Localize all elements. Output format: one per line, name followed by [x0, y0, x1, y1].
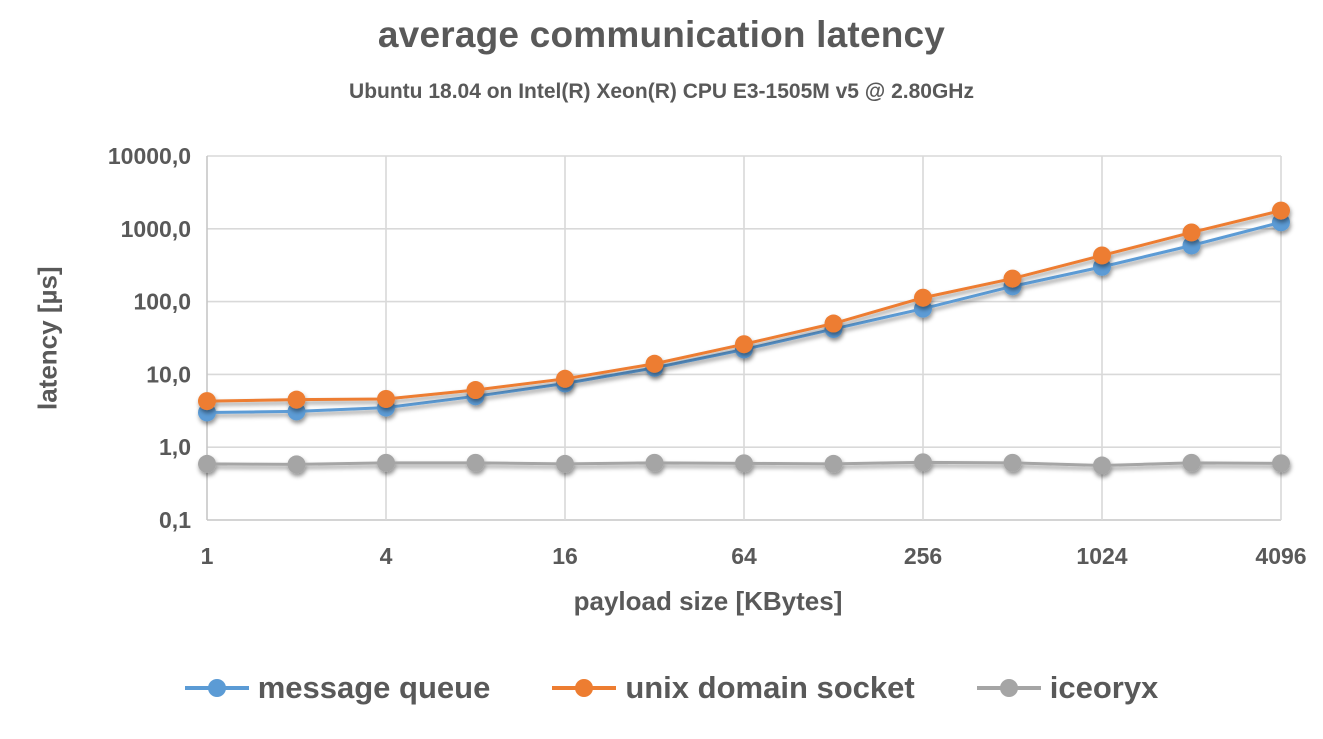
data-point-marker	[556, 454, 574, 473]
legend-label-unix-domain-socket: unix domain socket	[625, 670, 915, 705]
x-tick-label: 1024	[1076, 543, 1127, 569]
data-point-marker	[1182, 236, 1201, 255]
data-point-marker	[914, 453, 932, 472]
data-point-marker	[377, 453, 395, 472]
y-tick-label: 1,0	[159, 434, 191, 460]
data-point-marker	[645, 354, 664, 373]
data-point-marker	[466, 381, 485, 400]
data-point-marker	[377, 389, 395, 408]
x-tick-label: 4	[380, 543, 393, 569]
data-point-marker	[735, 335, 753, 354]
x-tick-label: 256	[904, 543, 942, 569]
x-tick-label: 16	[552, 543, 578, 569]
data-point-marker	[914, 288, 932, 307]
data-point-marker	[1003, 453, 1022, 472]
legend-item-message-queue: message queue	[184, 670, 491, 706]
chart-title: average communication latency	[377, 14, 946, 55]
data-point-marker	[824, 314, 843, 333]
y-tick-label: 10,0	[146, 361, 191, 387]
data-point-marker	[287, 455, 306, 474]
data-point-marker	[466, 453, 485, 472]
data-point-marker	[198, 454, 216, 473]
legend-marker-dot	[575, 679, 594, 697]
data-point-marker	[1272, 454, 1290, 473]
legend-label-message-queue: message queue	[257, 670, 491, 705]
x-tick-label: 4096	[1255, 543, 1306, 569]
data-point-marker	[735, 454, 753, 473]
legend-marker-dot	[999, 679, 1018, 697]
legend-label-iceoryx: iceoryx	[1049, 670, 1159, 705]
data-point-marker	[556, 369, 574, 388]
legend-marker-dot	[207, 679, 226, 697]
y-tick-label: 1000,0	[121, 216, 191, 242]
data-point-marker	[287, 390, 306, 409]
data-point-marker	[1182, 223, 1201, 242]
data-point-marker	[1093, 246, 1111, 265]
series-unix-domain-socket	[198, 201, 1290, 411]
legend: message queue unix domain socket iceoryx	[10, 670, 1323, 706]
x-tick-label: 64	[731, 543, 757, 569]
series-iceoryx	[198, 453, 1290, 475]
x-axis-title: payload size [KBytes]	[573, 586, 843, 616]
data-point-marker	[1272, 201, 1290, 220]
data-point-marker	[1182, 453, 1201, 472]
legend-marker-icon-unix-domain-socket	[552, 678, 617, 698]
data-point-marker	[824, 454, 843, 473]
data-point-marker	[645, 453, 664, 472]
legend-marker-icon-message-queue	[184, 678, 249, 698]
y-tick-label: 100,0	[133, 289, 191, 315]
legend-item-unix-domain-socket: unix domain socket	[552, 670, 915, 706]
y-tick-label: 10000,0	[108, 143, 191, 169]
x-tick-label: 1	[201, 543, 214, 569]
data-point-marker	[1093, 456, 1111, 475]
chart-subtitle: Ubuntu 18.04 on Intel(R) Xeon(R) CPU E3-…	[349, 80, 974, 103]
data-point-marker	[1003, 269, 1022, 288]
y-tick-label: 0,1	[159, 507, 191, 533]
data-point-marker	[198, 392, 216, 411]
legend-marker-icon-iceoryx	[976, 678, 1041, 698]
legend-item-iceoryx: iceoryx	[976, 670, 1159, 706]
